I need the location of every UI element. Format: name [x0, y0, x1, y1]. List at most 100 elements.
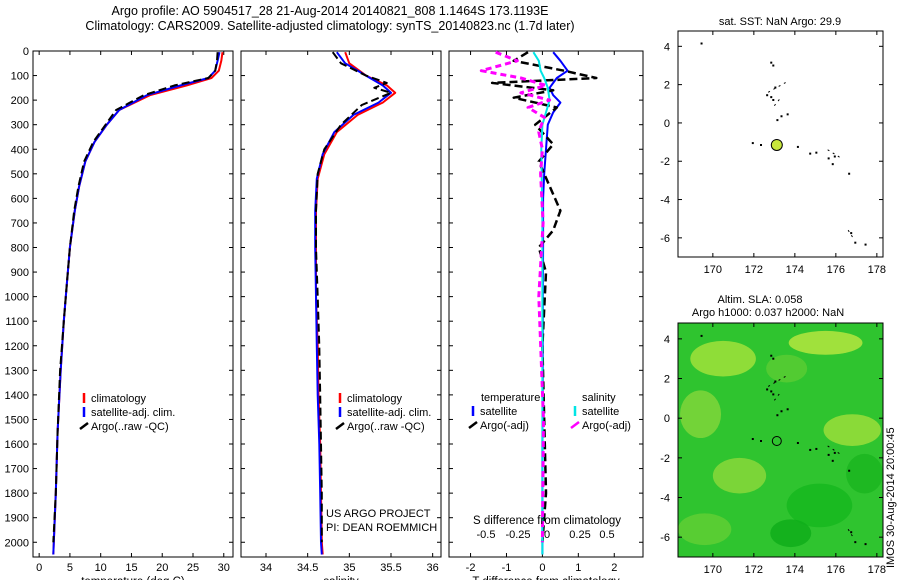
island-dot [815, 447, 818, 450]
x-tick-label: -1 [502, 562, 512, 574]
island-dot [770, 96, 773, 99]
y-tick-label: 900 [11, 267, 29, 279]
y-tick-label: 2 [664, 374, 670, 386]
map-frame [677, 30, 884, 258]
series-line [315, 51, 397, 555]
x-tick-label: 172 [745, 264, 763, 276]
island-dot [772, 98, 775, 101]
temperature-panel: 0 5 10 15 20 25 300100200300400500600700800900… [5, 46, 234, 580]
y-tick-label: 1000 [5, 292, 29, 304]
sla-patch [712, 457, 767, 494]
sla-map-title-line-1: Altim. SLA: 0.058 [718, 294, 803, 306]
island-dot [850, 232, 853, 235]
island-dot [774, 86, 777, 89]
x2-tick-label: -0.5 [477, 529, 496, 541]
x-tick-label: 5 [67, 562, 73, 574]
island-dot [751, 438, 754, 441]
island-dot [760, 440, 762, 442]
x-tick-label: 25 [187, 562, 199, 574]
island-dot [776, 119, 779, 122]
y-tick-label: 4 [664, 41, 670, 53]
island-dot [864, 543, 867, 546]
sla-patch [678, 513, 732, 546]
y-tick-label: 1100 [5, 316, 29, 328]
island-chain [767, 374, 789, 387]
x-tick-label: -2 [466, 562, 476, 574]
legend-title-salinity: salinity [582, 392, 616, 404]
x-tick-label: 15 [125, 562, 137, 574]
legend-label: satellite-adj. clim. [91, 407, 175, 419]
y-tick-label: 800 [11, 243, 29, 255]
project-annotation: PI: DEAN ROEMMICH [326, 522, 437, 534]
x-tick-label: 10 [95, 562, 107, 574]
island-dot [774, 380, 777, 383]
island-dot [848, 469, 851, 472]
island-dot [850, 531, 853, 534]
sst-map-panel: 170 172 174 176 178 4 2 0 -2 -4 -6 sat. SST: NaN Ar… [660, 16, 886, 276]
x-axis-label: temperature (deg C) [81, 576, 185, 580]
island-dot [796, 145, 799, 148]
y-tick-label: 300 [11, 120, 29, 132]
x-tick-label: 174 [786, 564, 804, 576]
island-dot [864, 243, 867, 246]
y-tick-label: 1500 [5, 414, 29, 426]
x2-tick-label: -0.25 [505, 529, 530, 541]
island-dot [700, 42, 703, 45]
y-tick-label: -2 [660, 156, 670, 168]
island-dot [772, 357, 775, 360]
island-chain [847, 229, 855, 241]
x-tick-label: 30 [218, 562, 230, 574]
imos-timestamp-label: IMOS 30-Aug-2014 20:00:45 [885, 427, 897, 568]
y-tick-label: 600 [11, 193, 29, 205]
island-dot [766, 388, 769, 391]
island-dot [700, 334, 703, 337]
island-dot [831, 163, 834, 166]
island-dot [854, 541, 857, 544]
plot-frame [240, 50, 442, 558]
island-dot [751, 142, 754, 145]
y-tick-label: 400 [11, 144, 29, 156]
sla-patch [766, 354, 808, 383]
island-chain [767, 80, 789, 93]
map-frame [677, 322, 884, 558]
y-tick-label: -2 [660, 453, 670, 465]
sla-patch [690, 340, 756, 377]
title-line-1: Argo profile: AO 5904517_28 21-Aug-2014 … [111, 4, 549, 18]
series-line [52, 52, 224, 555]
island-chain [773, 97, 781, 107]
island-dot [770, 354, 773, 357]
argo-position-marker [771, 435, 782, 446]
island-dot [827, 453, 830, 456]
legend-swatch [335, 422, 345, 430]
y-tick-label: -6 [660, 233, 670, 245]
legend-label: satellite [582, 406, 619, 418]
y-tick-label: 1900 [5, 513, 29, 525]
x-tick-label: 0 [539, 562, 545, 574]
y-tick-label: 1600 [5, 439, 29, 451]
series-line [490, 51, 598, 543]
x-axis-label: T difference from climatology [472, 576, 619, 580]
y-tick-label: 700 [11, 218, 29, 230]
legend-title-temperature: temperature [481, 392, 540, 404]
series-line [315, 51, 392, 543]
legend-label: climatology [347, 393, 403, 405]
x2-axis-label: S difference from climatology [473, 515, 621, 527]
series-line [52, 51, 221, 555]
x-tick-label: 36 [427, 562, 439, 574]
x-tick-label: 0 [36, 562, 42, 574]
y-tick-label: 100 [11, 71, 29, 83]
y-tick-label: 2 [664, 80, 670, 92]
island-dot [848, 172, 851, 175]
island-dot [786, 113, 789, 116]
island-dot [831, 459, 834, 462]
y-tick-label: 1400 [5, 390, 29, 402]
y-tick-label: 2000 [5, 537, 29, 549]
sst-map-title: sat. SST: NaN Argo: 29.9 [719, 16, 841, 28]
y-tick-label: 200 [11, 95, 29, 107]
island-dot [770, 390, 773, 393]
legend-label: satellite [480, 406, 517, 418]
island-dot [809, 152, 812, 155]
x-tick-label: 35.5 [380, 562, 401, 574]
island-dot [796, 441, 799, 444]
